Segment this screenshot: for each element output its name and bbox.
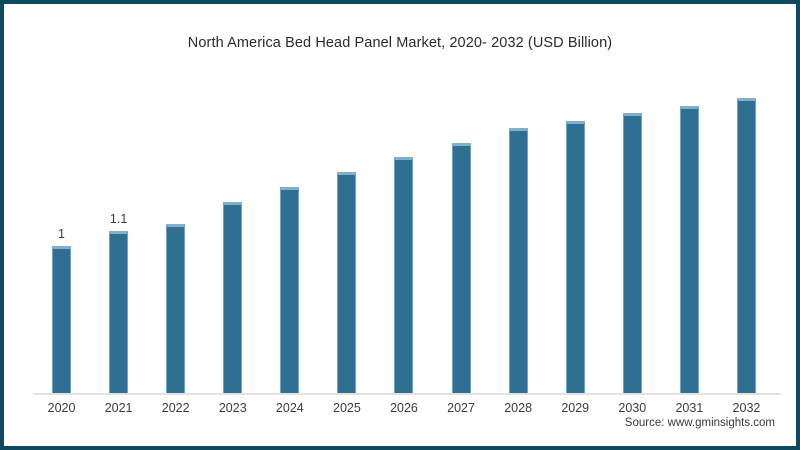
x-tick-label: 2024 xyxy=(275,401,304,415)
x-tick-label: 2023 xyxy=(218,401,247,415)
chart-title: North America Bed Head Panel Market, 202… xyxy=(187,35,613,51)
bar-group: 1 xyxy=(33,69,90,393)
x-tick-label: 2031 xyxy=(675,401,704,415)
bar-group: 0 xyxy=(718,69,775,393)
bar-group: 0 xyxy=(490,69,547,393)
bar-group: 0 xyxy=(547,69,604,393)
x-axis-line xyxy=(33,393,781,395)
bar-group: 0 xyxy=(147,69,204,393)
bar[interactable] xyxy=(223,202,243,393)
x-tick-label: 2022 xyxy=(161,401,190,415)
bar-group: 0 xyxy=(661,69,718,393)
bar[interactable] xyxy=(565,121,585,393)
x-tick-label: 2029 xyxy=(561,401,590,415)
x-tick-label: 2026 xyxy=(390,401,418,415)
x-tick-label: 2021 xyxy=(104,401,133,415)
bar[interactable] xyxy=(52,246,72,393)
chart-canvas: North America Bed Head Panel Market, 202… xyxy=(7,7,793,443)
bar-group: 0 xyxy=(604,69,661,393)
x-tick-label: 2020 xyxy=(47,401,76,415)
x-axis-tick-labels: 2020 2021 2022 2023 2024 2025 2026 2027 2028 2029… xyxy=(33,401,775,419)
bar-group: 0 xyxy=(261,69,318,393)
bar-group: 0 xyxy=(375,69,432,393)
bar[interactable] xyxy=(451,143,471,393)
bar[interactable] xyxy=(394,157,414,393)
plot-area: 11.100000000000 xyxy=(33,69,775,393)
bar[interactable] xyxy=(508,128,528,393)
bar-value-label: 1 xyxy=(58,227,65,241)
bar[interactable] xyxy=(337,172,357,393)
bar-value-label: 1.1 xyxy=(109,212,128,226)
bar[interactable] xyxy=(280,187,300,393)
x-tick-label: 2025 xyxy=(333,401,361,415)
x-tick-label: 2028 xyxy=(504,401,533,415)
bar-group: 1.1 xyxy=(90,69,147,393)
bar-group: 0 xyxy=(318,69,375,393)
bar-group: 0 xyxy=(433,69,490,393)
source-attribution: Source: www.gminsights.com xyxy=(624,417,775,429)
x-tick-label: 2030 xyxy=(618,401,647,415)
bar-group: 0 xyxy=(204,69,261,393)
bar[interactable] xyxy=(166,224,186,393)
x-tick-label: 2032 xyxy=(732,401,761,415)
bar[interactable] xyxy=(622,113,642,393)
bar[interactable] xyxy=(736,98,756,393)
x-tick-label: 2027 xyxy=(447,401,475,415)
bar[interactable] xyxy=(109,231,129,393)
bar[interactable] xyxy=(679,106,699,393)
